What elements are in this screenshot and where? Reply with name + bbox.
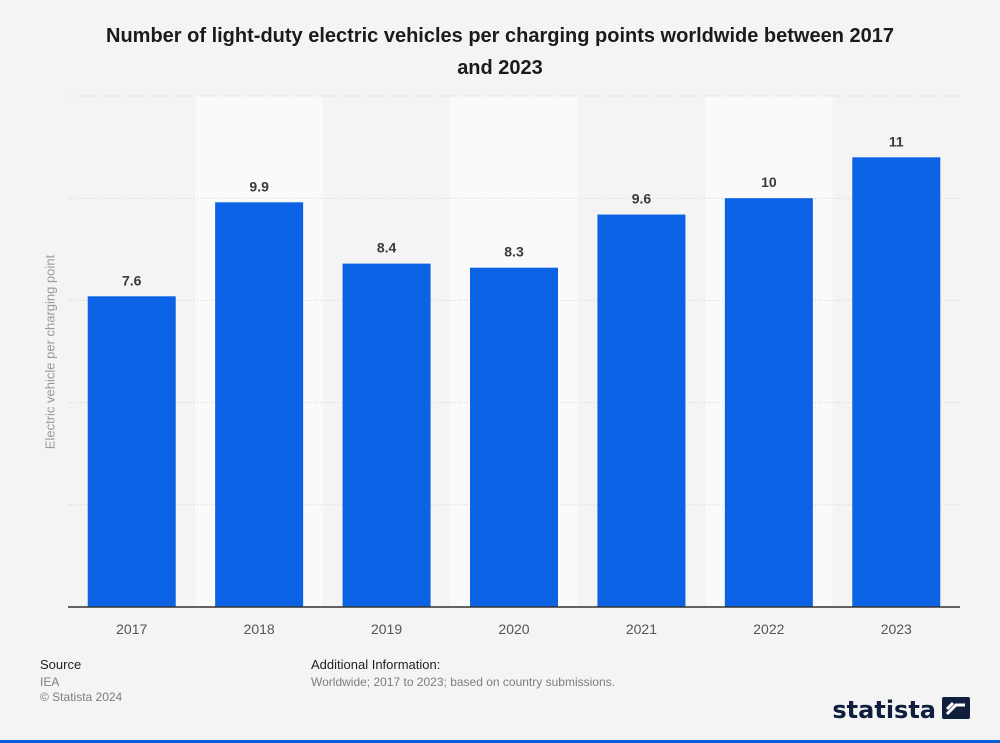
copyright: © Statista 2024: [40, 690, 123, 704]
value-label: 8.4: [377, 240, 397, 256]
value-label: 9.6: [632, 191, 652, 207]
bar-2018[interactable]: [215, 202, 304, 607]
value-label: 10: [761, 174, 777, 190]
y-axis-label: Electric vehicle per charging point: [42, 254, 58, 450]
bar-2020[interactable]: [470, 267, 558, 607]
x-tick-label: 2021: [626, 621, 657, 637]
source-label: Source: [40, 657, 82, 672]
x-tick-label: 2019: [371, 621, 402, 637]
bottom-accent-line: [0, 740, 1000, 743]
bar-2023[interactable]: [852, 157, 941, 607]
brand-name: statista: [832, 696, 936, 724]
bar-2017[interactable]: [87, 296, 176, 607]
statista-logo[interactable]: statista: [832, 696, 970, 724]
chart-title: Number of light-duty electric vehicles p…: [106, 25, 894, 79]
x-tick-label: 2022: [753, 621, 784, 637]
value-label: 8.3: [504, 244, 524, 260]
value-label: 7.6: [122, 272, 142, 288]
x-tick-label: 2017: [116, 621, 147, 637]
bar-2022[interactable]: [724, 198, 813, 607]
bar-chart: 7.6 2017 9.9 2018 8.4 2019 8.3 2020 9.6 2021 10 202…: [68, 95, 960, 637]
statista-logo-icon: [942, 696, 970, 724]
bar-2021[interactable]: [597, 214, 686, 607]
additional-info-label: Additional Information:: [311, 657, 441, 672]
x-tick-label: 2018: [244, 621, 275, 637]
bar-2019[interactable]: [342, 263, 431, 607]
source-value: IEA: [40, 675, 60, 689]
x-tick-label: 2020: [498, 621, 529, 637]
x-tick-label: 2023: [881, 621, 912, 637]
value-label: 9.9: [249, 178, 269, 194]
additional-info-value: Worldwide; 2017 to 2023; based on countr…: [311, 675, 615, 689]
value-label: 11: [889, 133, 904, 149]
